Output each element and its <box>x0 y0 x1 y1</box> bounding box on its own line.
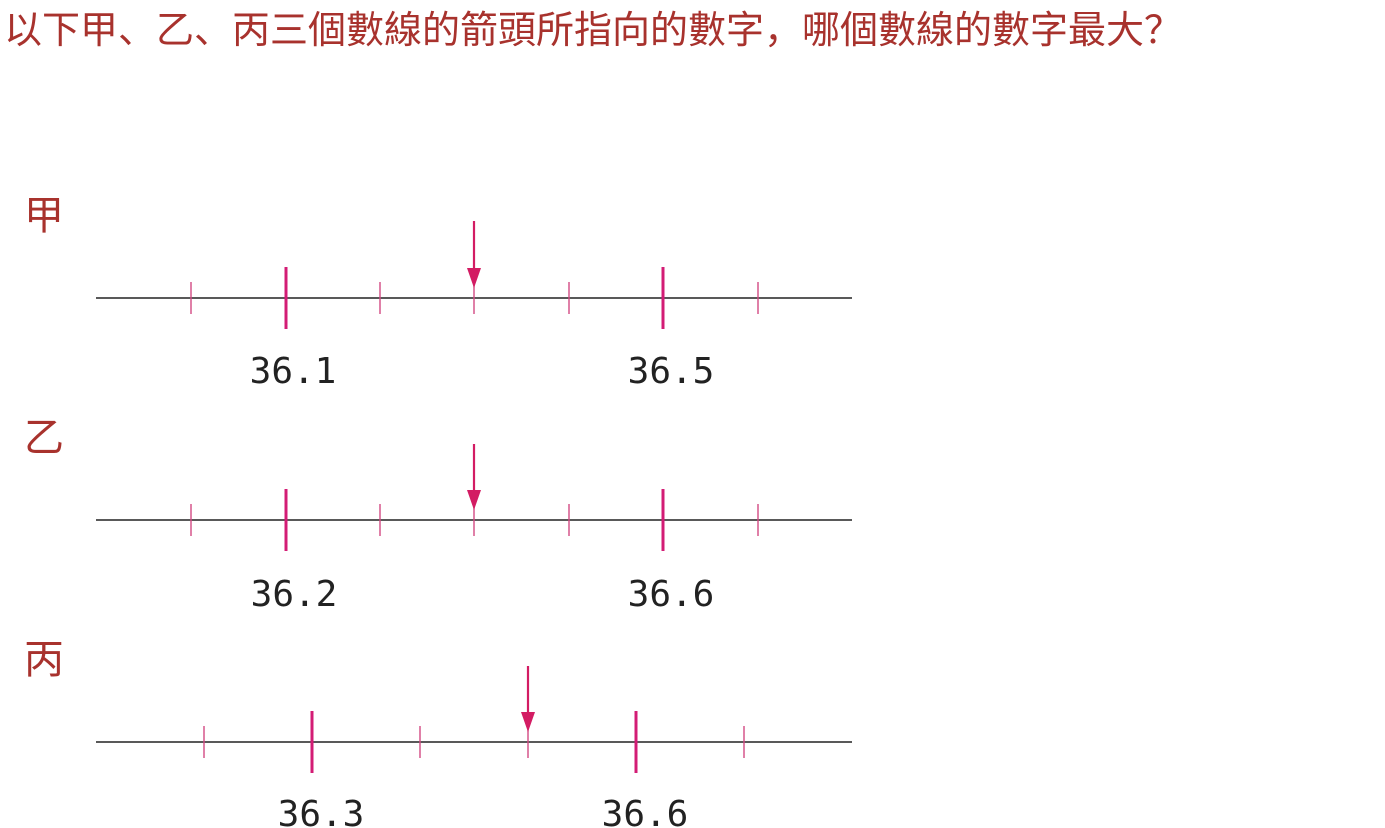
arrow-head <box>467 490 481 510</box>
row-label-jia: 甲 <box>24 193 64 239</box>
row-label-yi: 乙 <box>24 415 64 461</box>
arrow-head <box>467 268 481 288</box>
tick-label: 36.6 <box>628 574 715 615</box>
number-line-bing: 丙 36.3 36.6 <box>24 637 852 828</box>
number-line-yi: 乙 36.2 36.6 <box>24 415 852 615</box>
tick-label: 36.1 <box>250 351 337 392</box>
tick-label: 36.3 <box>278 794 365 828</box>
number-line-jia: 甲 36.1 36.5 <box>24 193 852 392</box>
arrow-head <box>521 712 535 732</box>
question-text: 以下甲、乙、丙三個數線的箭頭所指向的數字，哪個數線的數字最大？ <box>4 8 1183 52</box>
tick-label: 36.5 <box>628 351 715 392</box>
tick-label: 36.2 <box>251 574 338 615</box>
row-label-bing: 丙 <box>24 637 64 683</box>
tick-label: 36.6 <box>602 794 689 828</box>
